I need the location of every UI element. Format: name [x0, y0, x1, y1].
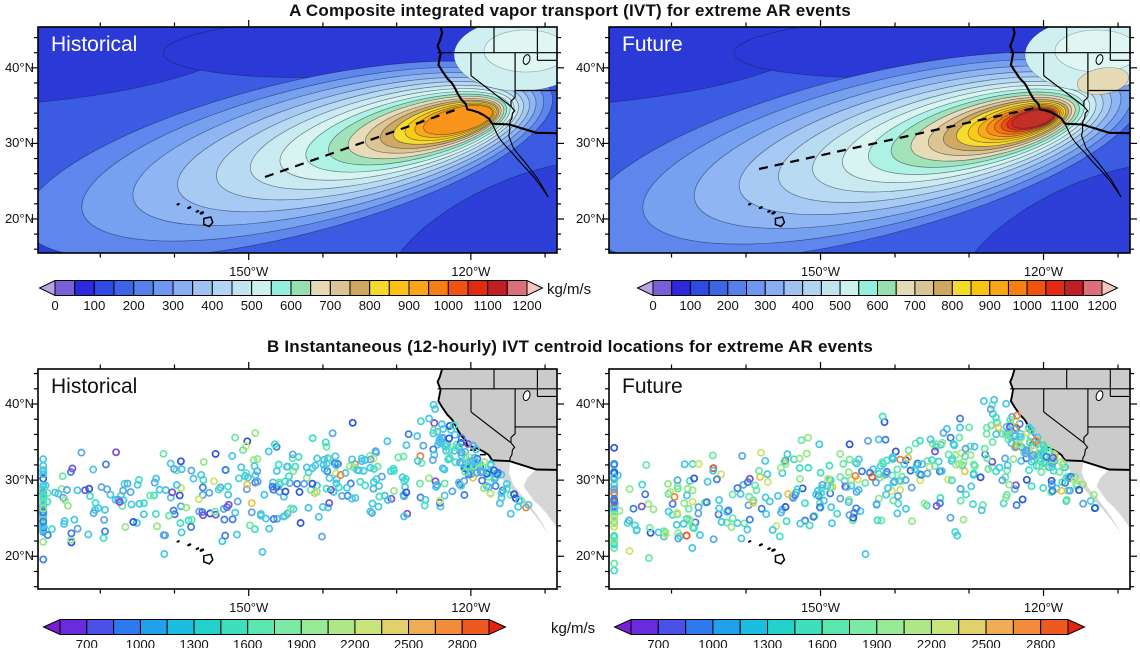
- lat-label-40n-mapBL: 40°N: [4, 396, 34, 412]
- cbar-tick-label: 300: [754, 298, 776, 313]
- cbar-tick-label: 1000: [698, 637, 727, 648]
- cbar-tick-label: 1000: [126, 637, 155, 648]
- cbar-tick-label: 0: [649, 298, 656, 313]
- unit-label-a: kg/m/s: [547, 281, 592, 298]
- map-b-future-label: Future: [622, 375, 683, 398]
- cbar-tick-label: 1300: [753, 637, 782, 648]
- map-a-historical-label: Historical: [51, 33, 138, 56]
- cbar-tick-label: 100: [83, 298, 105, 313]
- lat-label-30n-mapBL: 30°N: [4, 472, 34, 488]
- lat-label-20n-mapAR: 20°N: [575, 210, 605, 226]
- lat-label-30n-mapBR: 30°N: [575, 472, 605, 488]
- lon-label-mapBL: 120°W: [451, 600, 491, 615]
- cbar-tick-label: 800: [359, 298, 381, 313]
- cbar-tick-label: 200: [123, 298, 145, 313]
- lat-label-30n-mapAL: 30°N: [4, 135, 34, 151]
- cbar-tick-label: 1900: [287, 637, 316, 648]
- cbar-tick-label: 0: [51, 298, 58, 313]
- cbAL-svg: 0 100 200 300 400 500 600 700 800 900 1000 1100 1200: [38, 279, 544, 313]
- cbar-tick-label: 500: [241, 298, 263, 313]
- mapBR-svg: [602, 362, 1137, 596]
- colorbar-a-historical: 0 100 200 300 400 500 600 700 800 900 1000 1100 1200: [38, 279, 544, 319]
- panel-b-title: B Instantaneous (12-hourly) IVT centroid…: [266, 337, 874, 356]
- cbar-tick-label: 2200: [340, 637, 369, 648]
- colorbar-b-future: 700 1000 1300 1600 1900 2200 2500 2800: [613, 618, 1086, 648]
- cbar-tick-label: 500: [829, 298, 851, 313]
- lat-label-30n-mapAR: 30°N: [575, 135, 605, 151]
- colorbar-a-future: 0 100 200 300 400 500 600 700 800 900 1000 1100 1200: [636, 279, 1119, 319]
- cbar-tick-label: 1600: [808, 637, 837, 648]
- cbar-tick-label: 1100: [1050, 298, 1078, 313]
- lon-label-mapBL: 150°W: [229, 600, 269, 615]
- cbar-tick-label: 2800: [448, 637, 477, 648]
- lat-label-20n-mapBR: 20°N: [575, 548, 605, 564]
- cbar-tick-label: 700: [647, 637, 669, 648]
- cbar-tick-label: 2500: [971, 637, 1000, 648]
- cbar-tick-label: 700: [319, 298, 341, 313]
- cbar-tick-label: 800: [941, 298, 963, 313]
- cbar-tick-label: 900: [398, 298, 420, 313]
- lat-label-20n-mapAL: 20°N: [4, 210, 34, 226]
- panel-a-title: A Composite integrated vapor transport (…: [289, 1, 851, 20]
- cbar-tick-label: 2800: [1026, 637, 1055, 648]
- lon-label-mapAL: 120°W: [451, 264, 491, 279]
- map-a-future-label: Future: [622, 33, 683, 56]
- cbar-tick-label: 1200: [1087, 298, 1116, 313]
- cbar-tick-label: 1100: [474, 298, 502, 313]
- lon-label-mapAR: 150°W: [800, 264, 841, 279]
- cbar-tick-label: 100: [679, 298, 701, 313]
- cbar-tick-label: 600: [866, 298, 888, 313]
- cbar-tick-label: 1300: [179, 637, 208, 648]
- map-b-historical-label: Historical: [51, 375, 138, 398]
- lon-label-mapAL: 150°W: [229, 264, 269, 279]
- cbar-tick-label: 1900: [862, 637, 891, 648]
- cbar-tick-label: 300: [162, 298, 184, 313]
- lon-label-mapBR: 120°W: [1023, 600, 1064, 615]
- cbar-tick-label: 1000: [1013, 298, 1042, 313]
- cbar-tick-label: 200: [717, 298, 739, 313]
- lat-label-20n-mapBL: 20°N: [4, 548, 34, 564]
- cbar-tick-label: 400: [201, 298, 223, 313]
- cbar-tick-label: 600: [280, 298, 302, 313]
- unit-label-b: kg/m/s: [551, 620, 596, 637]
- cbar-tick-label: 2200: [917, 637, 946, 648]
- map-b-future: Future: [602, 362, 1137, 596]
- mapAL-svg: [31, 20, 564, 260]
- lon-label-mapBR: 150°W: [800, 600, 841, 615]
- colorbar-b-historical: 700 1000 1300 1600 1900 2200 2500 2800: [42, 618, 507, 648]
- map-b-historical: Historical: [31, 362, 564, 596]
- lat-label-40n-mapAL: 40°N: [4, 59, 34, 75]
- cbBR-svg: 700 1000 1300 1600 1900 2200 2500 2800: [613, 618, 1086, 648]
- lat-label-40n-mapAR: 40°N: [575, 59, 605, 75]
- cbar-tick-label: 400: [792, 298, 814, 313]
- cbar-tick-label: 700: [76, 637, 98, 648]
- mapBL-svg: [31, 362, 564, 596]
- lon-label-mapAR: 120°W: [1023, 264, 1064, 279]
- cbar-tick-label: 1200: [512, 298, 541, 313]
- cbar-tick-label: 1600: [233, 637, 262, 648]
- cbar-tick-label: 900: [979, 298, 1001, 313]
- mapAR-svg: [602, 20, 1137, 260]
- cbar-tick-label: 2500: [394, 637, 423, 648]
- cbBL-svg: 700 1000 1300 1600 1900 2200 2500 2800: [42, 618, 507, 648]
- lat-label-40n-mapBR: 40°N: [575, 396, 605, 412]
- map-a-future: Future: [602, 20, 1137, 260]
- cbar-tick-label: 1000: [434, 298, 463, 313]
- cbar-tick-label: 700: [904, 298, 926, 313]
- cbAR-svg: 0 100 200 300 400 500 600 700 800 900 1000 1100 1200: [636, 279, 1119, 313]
- map-a-historical: Historical: [31, 20, 564, 260]
